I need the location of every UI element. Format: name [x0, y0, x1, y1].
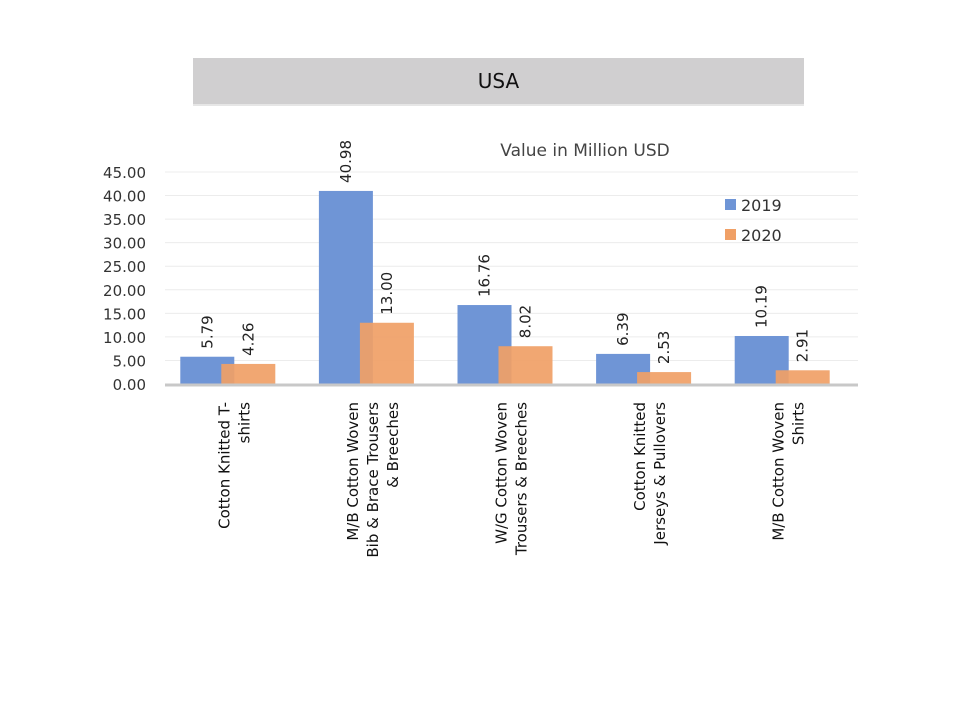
chart-title: Value in Million USD [500, 141, 669, 161]
y-tick-label: 30.00 [103, 235, 146, 253]
data-label-2020: 13.00 [378, 272, 396, 315]
y-tick-label: 40.00 [103, 188, 146, 206]
legend: 2019 2020 [725, 196, 782, 245]
category-label: Trousers & Breeches [513, 402, 531, 556]
chart-banner: USA [193, 58, 804, 106]
gridlines [165, 171, 858, 361]
category-label: M/B Cotton Woven [344, 402, 362, 541]
data-label-2020: 8.02 [517, 305, 535, 338]
data-label-2020: 2.91 [794, 329, 812, 362]
data-labels: 5.79 4.26 40.98 13.00 16.76 8.02 6.39 2.53 10.19… [198, 140, 811, 364]
y-tick-label: 25.00 [103, 258, 146, 276]
y-axis-ticks: 0.00 5.00 10.00 15.00 20.00 25.00 30.00 35.00 40… [103, 164, 146, 394]
legend-label-2019: 2019 [741, 196, 782, 215]
data-label-2020: 4.26 [239, 323, 257, 356]
data-label-2019: 6.39 [614, 312, 632, 345]
bar-2020-0 [221, 363, 276, 384]
bars [180, 190, 830, 384]
y-tick-label: 45.00 [103, 164, 146, 182]
category-label: Cotton Knitted T- [215, 402, 233, 529]
banner-title: USA [477, 69, 520, 93]
category-label: Bib & Brace Trousers [364, 402, 382, 558]
category-labels: Cotton Knitted T-shirts M/B Cotton Woven B… [215, 402, 807, 558]
category-label: shirts [235, 402, 253, 444]
data-label-2019: 5.79 [198, 315, 216, 348]
category-label: Shirts [790, 402, 808, 445]
y-tick-label: 35.00 [103, 211, 146, 229]
bar-2020-4 [775, 370, 830, 384]
legend-swatch-2020 [725, 229, 736, 240]
category-label: W/G Cotton Woven [493, 402, 511, 544]
legend-label-2020: 2020 [741, 226, 782, 245]
category-label: Jerseys & Pullovers [651, 402, 669, 546]
y-tick-label: 20.00 [103, 282, 146, 300]
data-label-2019: 40.98 [337, 140, 355, 183]
bar-2020-1 [359, 322, 414, 384]
category-label: Cotton Knitted [631, 402, 649, 511]
y-tick-label: 10.00 [103, 329, 146, 347]
legend-swatch-2019 [725, 199, 736, 210]
y-tick-label: 5.00 [113, 352, 146, 370]
category-label: & Breeches [384, 402, 402, 488]
bar-2020-2 [498, 346, 553, 384]
y-tick-label: 15.00 [103, 305, 146, 323]
category-label: M/B Cotton Woven [770, 402, 788, 541]
y-tick-label: 0.00 [113, 376, 146, 394]
bar-2020-3 [637, 372, 692, 384]
data-label-2019: 10.19 [753, 285, 771, 328]
data-label-2020: 2.53 [655, 331, 673, 364]
data-label-2019: 16.76 [476, 254, 494, 297]
